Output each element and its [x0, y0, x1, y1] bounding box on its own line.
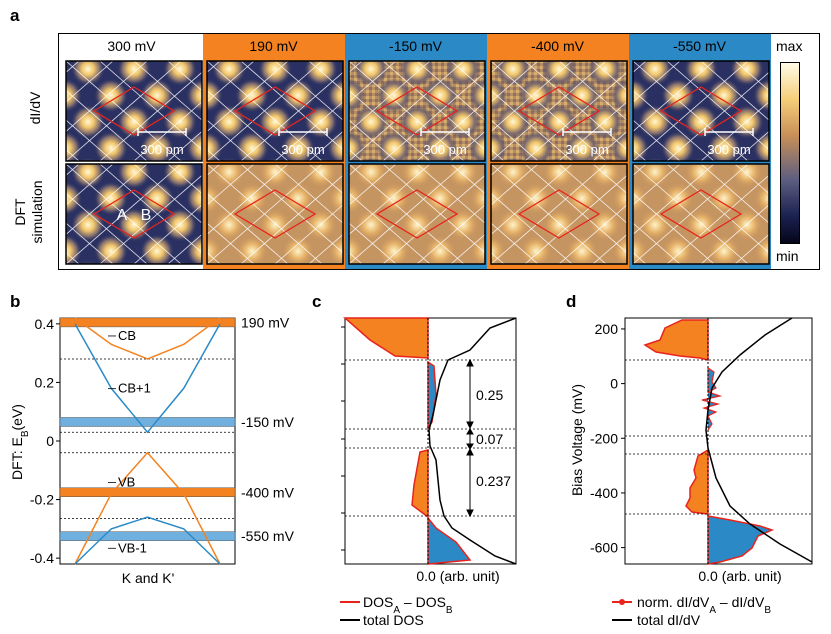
panel-d-legend-red: norm. dI/dVA – dI/dVB	[637, 594, 771, 616]
panel-c-legend-red-sb: B	[446, 605, 453, 616]
panel-d-legend-red-marker	[619, 599, 625, 605]
panel-d-ytick-4: -600	[590, 540, 618, 556]
panel-c-legend-red-sa: A	[393, 605, 400, 616]
panel-b-ytick-4: -0.4	[30, 550, 54, 566]
panel-c-legend-black: total DOS	[363, 612, 424, 628]
band-highlight-3	[59, 531, 236, 541]
stm-tile-r0-c0: 300 pm	[65, 60, 203, 162]
panel-b-ylabel-main: DFT: E	[9, 437, 25, 480]
panel-a-frame	[58, 33, 820, 270]
band-name-vb: VB	[118, 474, 135, 489]
band-curve-vb	[74, 451, 221, 565]
scale-bar-label-c3: 300 pm	[565, 142, 608, 157]
panel-b-ytick-0: 0.4	[35, 316, 55, 332]
band-voltage-label-2: -400 mV	[241, 484, 295, 500]
band-curve-cbplus1	[74, 317, 221, 360]
panel-b-ylabel-unit: (eV)	[9, 404, 25, 430]
band-name-vb-1: VB-1	[118, 540, 147, 555]
panel-d-xlabel: 0.0 (arb. unit)	[698, 568, 781, 584]
panel-c-total-dos	[428, 317, 517, 565]
col-header-190mv: 190 mV	[249, 38, 298, 54]
panel-b-chart: 190 mV -150 mV -400 mV -550 mV CB+1 CB VB VB-1…	[9, 314, 295, 586]
panel-c-legend-red-mid: – DOS	[400, 594, 446, 610]
panel-d-chart: 200 0 -200 -400 -600 0.0 (arb. unit) Bias Vo…	[569, 317, 813, 628]
col-header-300mv: 300 mV	[107, 38, 156, 54]
panel-b-ytick-1: 0.2	[35, 374, 55, 390]
panel-c-diff-bottom	[427, 515, 472, 565]
sublattice-b-label: B	[141, 207, 152, 224]
col-header-m150mv: -150 mV	[389, 38, 442, 54]
panel-d-legend-red-1: norm. dI/dV	[637, 594, 710, 610]
band-curve-cb	[74, 323, 221, 434]
panel-d-frame	[624, 317, 813, 565]
panel-label-a: a	[10, 6, 20, 25]
panel-c-diff-low	[411, 449, 429, 519]
panel-d-legend-red-2: – dI/dV	[716, 594, 765, 610]
scale-bar-label-c4: 300 pm	[707, 142, 750, 157]
band-voltage-label-1: -150 mV	[241, 414, 295, 430]
panel-c-legend-red: DOSA – DOSB	[363, 594, 453, 616]
panel-label-c: c	[312, 292, 322, 311]
scale-bar-label-c0: 300 pm	[140, 142, 183, 157]
panel-d-total-didv	[705, 317, 813, 563]
panel-d-legend-red-sa: A	[709, 605, 716, 616]
colorbar-max-label: max	[776, 38, 803, 54]
panel-d-ytick-1: 0	[610, 376, 618, 392]
col-header-m400mv: -400 mV	[531, 38, 584, 54]
panel-b-ytick-2: 0	[46, 433, 54, 449]
col-header-m550mv: -550 mV	[673, 38, 726, 54]
band-voltage-label-0: 190 mV	[241, 314, 290, 330]
panel-c-gap-025: 0.25	[476, 387, 503, 403]
panel-b-ylabel: DFT: EB(eV)	[9, 404, 31, 480]
panel-d-legend-red-sb: B	[764, 605, 771, 616]
stm-tile-r0-c4: 300 pm	[632, 60, 770, 162]
panel-label-d: d	[566, 292, 577, 311]
band-name-cbplus1: CB	[118, 328, 136, 343]
panel-c-chart: 0.25 0.07 0.237 0.0 (arb. unit) DOSA – D…	[340, 317, 517, 628]
stm-tile-r0-c1: 300 pm	[206, 60, 344, 162]
panel-d-diff-mid-osc	[701, 391, 723, 431]
band-curve-vb-1	[74, 516, 221, 565]
panel-d-ytick-3: -400	[590, 485, 618, 501]
panel-b-ylabel-sub: B	[20, 430, 31, 437]
stm-tile-r0-c2: 300 pm	[348, 60, 486, 162]
scale-bar-label-c1: 300 pm	[281, 142, 324, 157]
band-name-cb: CB+1	[118, 381, 151, 396]
panel-d-ylabel: Bias Voltage (mV)	[569, 384, 585, 496]
colorbar-min-label: min	[776, 248, 799, 264]
panel-d-diff-top	[643, 319, 709, 361]
band-voltage-label-3: -550 mV	[241, 528, 295, 544]
band-highlight-0	[59, 317, 236, 328]
panel-c-diff-top	[343, 317, 429, 359]
stm-tile-r0-c3: 300 pm	[490, 60, 628, 162]
panel-c-gap-arrows	[466, 358, 474, 518]
panel-b-ytick-3: -0.2	[30, 492, 54, 508]
stm-tile-r1-c2	[348, 163, 486, 265]
panel-label-b: b	[10, 292, 21, 311]
panel-c-gap-007: 0.07	[476, 431, 503, 447]
scale-bar-label-c2: 300 pm	[423, 142, 466, 157]
panel-c-legend-red-a1: DOS	[363, 594, 393, 610]
panel-d-ytick-0: 200	[595, 321, 619, 337]
stm-tile-r1-c4	[632, 163, 770, 265]
panel-c-xlabel: 0.0 (arb. unit)	[416, 568, 499, 584]
panel-b-xlabel: K and K'	[122, 570, 175, 586]
stm-tile-r1-c1	[206, 163, 344, 265]
sublattice-a-label: A	[117, 207, 128, 224]
band-highlight-2	[59, 487, 236, 497]
panel-d-diff-low	[685, 448, 709, 515]
stm-tile-r1-c3	[490, 163, 628, 265]
band-highlight-1	[59, 417, 236, 427]
panel-d-diff-bottom	[707, 515, 775, 565]
panel-d-legend-black: total dI/dV	[637, 612, 701, 628]
colorbar	[780, 62, 800, 244]
panel-d-ytick-2: -200	[590, 430, 618, 446]
panel-c-gap-0237: 0.237	[476, 473, 511, 489]
